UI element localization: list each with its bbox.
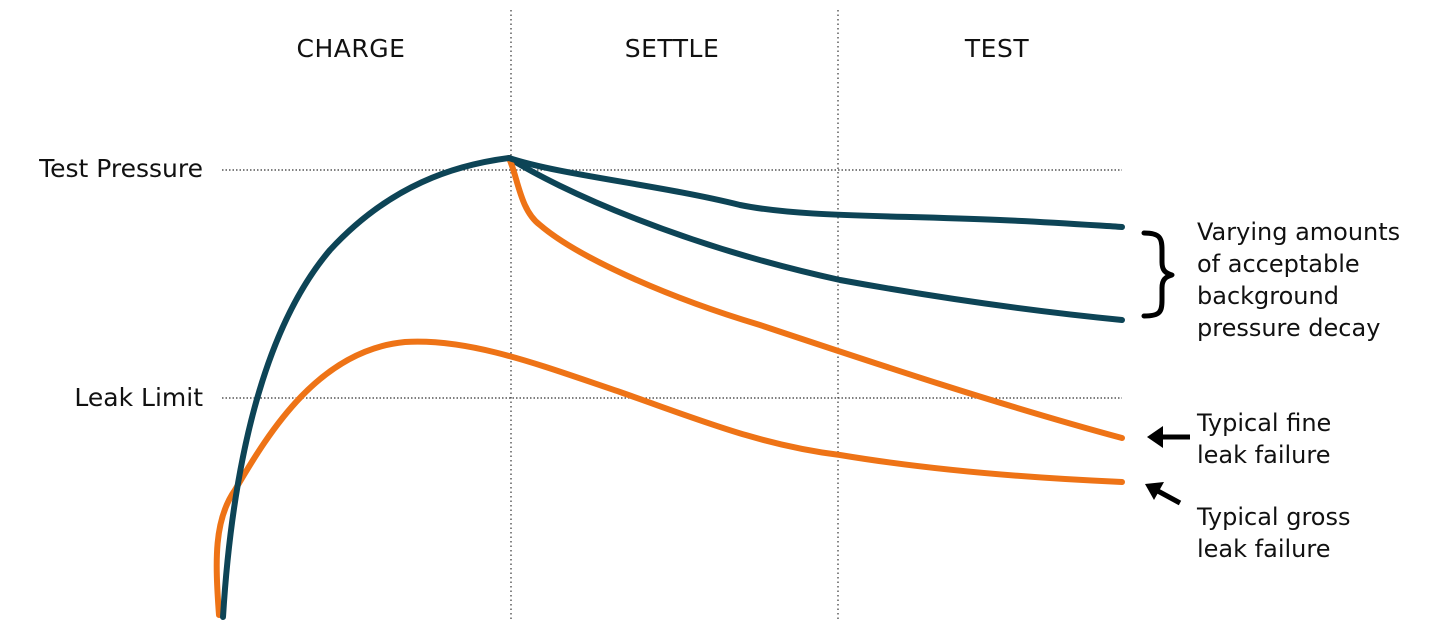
acceptable-range-brace xyxy=(1141,230,1175,319)
acceptable-annotation: Varying amounts of acceptable background… xyxy=(1197,218,1408,342)
leak-limit-label: Leak Limit xyxy=(74,383,203,412)
acceptable-higher-decay-curve xyxy=(506,155,1125,323)
acceptable-annotation-line-3: background xyxy=(1197,282,1339,310)
phase-label-settle: SETTLE xyxy=(625,34,720,63)
fine-leak-annotation-line-1: Typical fine xyxy=(1196,409,1331,437)
gross-leak-annotation-line-2: leak failure xyxy=(1197,535,1330,563)
phase-label-charge: CHARGE xyxy=(297,34,406,63)
acceptable-annotation-line-2: of acceptable xyxy=(1197,250,1360,278)
gross-leak-failure-curve xyxy=(213,338,1125,618)
test-pressure-label: Test Pressure xyxy=(38,154,203,183)
acceptable-annotation-line-1: Varying amounts xyxy=(1197,218,1400,246)
fine-leak-arrow-icon xyxy=(1147,426,1190,448)
acceptable-low-decay-curve xyxy=(220,155,1125,620)
fine-leak-annotation: Typical fine leak failure xyxy=(1196,409,1339,469)
fine-leak-failure-curve xyxy=(506,155,1125,441)
phase-label-test: TEST xyxy=(964,34,1029,63)
fine-leak-annotation-line-2: leak failure xyxy=(1197,441,1330,469)
gross-leak-annotation-line-1: Typical gross xyxy=(1196,503,1351,531)
acceptable-annotation-line-4: pressure decay xyxy=(1197,314,1380,342)
gross-leak-annotation: Typical gross leak failure xyxy=(1196,503,1358,563)
gross-leak-arrow-icon xyxy=(1145,482,1182,506)
